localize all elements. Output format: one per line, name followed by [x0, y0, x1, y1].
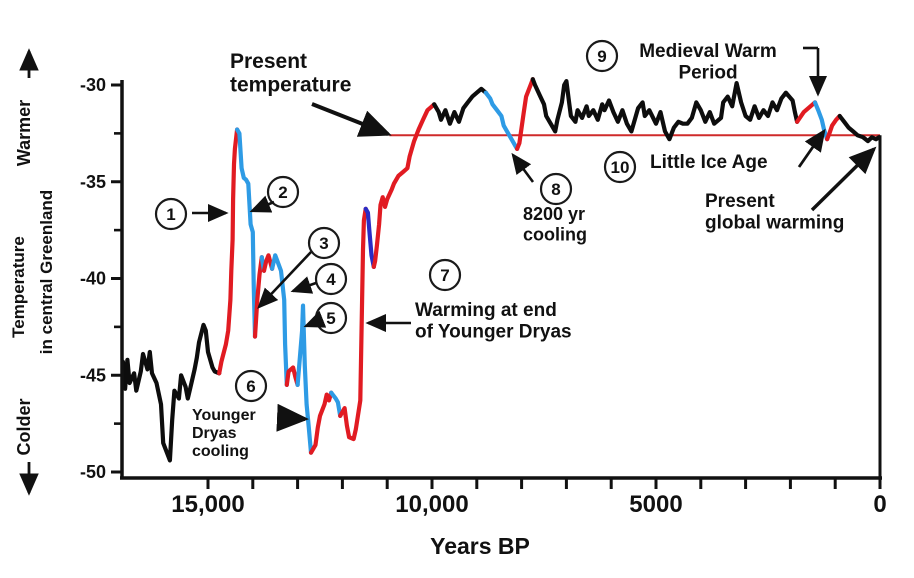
curve-segment-warming-5	[261, 253, 275, 273]
circled-number-7: 7	[428, 258, 462, 292]
present-global-warming-text-line1: Present	[705, 191, 775, 212]
curve-segment-cooling-15	[483, 90, 520, 151]
circled-digit: 1	[166, 205, 175, 224]
present-temperature-text-line1: Present	[230, 50, 307, 73]
circled-digit: 5	[326, 309, 335, 328]
y-axis-title-line2: in central Greenland	[37, 190, 56, 354]
curve-segment-warming-1	[217, 127, 240, 376]
y-tick-label: -35	[80, 172, 106, 192]
circled-digit: 10	[611, 158, 630, 177]
y-tick-label: -30	[80, 75, 106, 95]
warming-end-younger-dryas-text-line1: Warming at end	[415, 300, 557, 321]
curve-segment-warming-13	[371, 102, 437, 269]
circled-digit: 8	[551, 180, 560, 199]
circled-number-9: 9	[585, 39, 619, 73]
curve-segment-cooling-8	[295, 303, 314, 455]
curve-segment-warming-11	[338, 206, 368, 442]
curve-segment-neutral-17	[530, 77, 800, 142]
curve-segment-neutral-21	[837, 113, 882, 144]
y-tick-label: -45	[80, 365, 106, 385]
circled-digit: 7	[440, 266, 449, 285]
circled-number-10: 10	[603, 150, 637, 184]
circled-number-6: 6	[234, 369, 268, 403]
circled-3-arrow	[257, 251, 312, 309]
x-tick-label: 15,000	[171, 491, 244, 518]
curve-segment-warming-3	[252, 255, 264, 339]
circled-number-5: 5	[314, 301, 348, 335]
circled-number-2: 2	[266, 175, 300, 209]
x-tick-label: 10,000	[395, 491, 468, 518]
present-temperature-text-line2: temperature	[230, 74, 351, 97]
younger-dryas-cooling-text-line2: Dryas	[192, 425, 237, 442]
medieval-warm-period-text-line2: Period	[678, 62, 737, 83]
circled-digit: 9	[597, 47, 606, 66]
curve-segment-cooling-6	[270, 253, 289, 387]
circled-digit: 2	[278, 183, 287, 202]
y-axis-title-line1: Temperature	[9, 236, 28, 338]
present-temperature-arrow	[311, 102, 392, 137]
medieval-warm-period-text-line1: Medieval Warm	[639, 41, 777, 62]
colder-label: Colder	[14, 398, 34, 455]
curve-segment-cooling-2	[235, 127, 258, 339]
y-tick-label: -40	[80, 269, 106, 289]
circled-digit: 6	[246, 377, 255, 396]
circled-digit: 3	[319, 234, 328, 253]
x-tick-label: 5000	[629, 491, 682, 518]
circled-number-4: 4	[314, 262, 348, 296]
circled-number-8: 8	[539, 172, 573, 206]
younger-dryas-cooling-arrow	[276, 403, 309, 432]
curve-segment-warming-20	[824, 113, 842, 142]
curve-segment-neutral-0	[120, 322, 222, 463]
circled-2-arrow	[249, 195, 275, 213]
curve-segment-neutral-14	[432, 86, 488, 126]
x-axis-title: Years BP	[430, 533, 530, 559]
curve-segment-warming-9	[308, 390, 334, 455]
y-tick-label: -50	[80, 462, 106, 482]
younger-dryas-cooling-text-line3: cooling	[192, 443, 249, 460]
circled-5-arrow	[303, 310, 327, 328]
warmer-label: Warmer	[14, 100, 34, 166]
circled-8-arrow	[511, 152, 535, 183]
circled-number-3: 3	[307, 226, 341, 260]
warming-end-younger-dryas-text-line2: of Younger Dryas	[415, 321, 572, 342]
little-ice-age-arrow	[797, 128, 826, 168]
cooling-8200-text-line2: cooling	[523, 224, 587, 244]
little-ice-age-text-line1: Little Ice Age	[650, 152, 768, 173]
curve-segment-warming-18	[794, 100, 818, 124]
cooling-8200-text-line1: 8200 yr	[523, 204, 585, 224]
curve-segment-warming-16	[514, 77, 535, 151]
x-tick-label: 0	[873, 491, 886, 518]
present-global-warming-text-line2: global warming	[705, 212, 844, 233]
curve-segment-pause-12	[363, 206, 376, 269]
circled-digit: 4	[326, 270, 336, 289]
circled-number-1: 1	[154, 197, 188, 231]
present-global-warming-arrow	[810, 146, 877, 212]
circled-4-arrow	[290, 276, 317, 294]
curve-segment-cooling-10	[329, 390, 343, 418]
younger-dryas-cooling-text-line1: Younger	[192, 407, 256, 424]
